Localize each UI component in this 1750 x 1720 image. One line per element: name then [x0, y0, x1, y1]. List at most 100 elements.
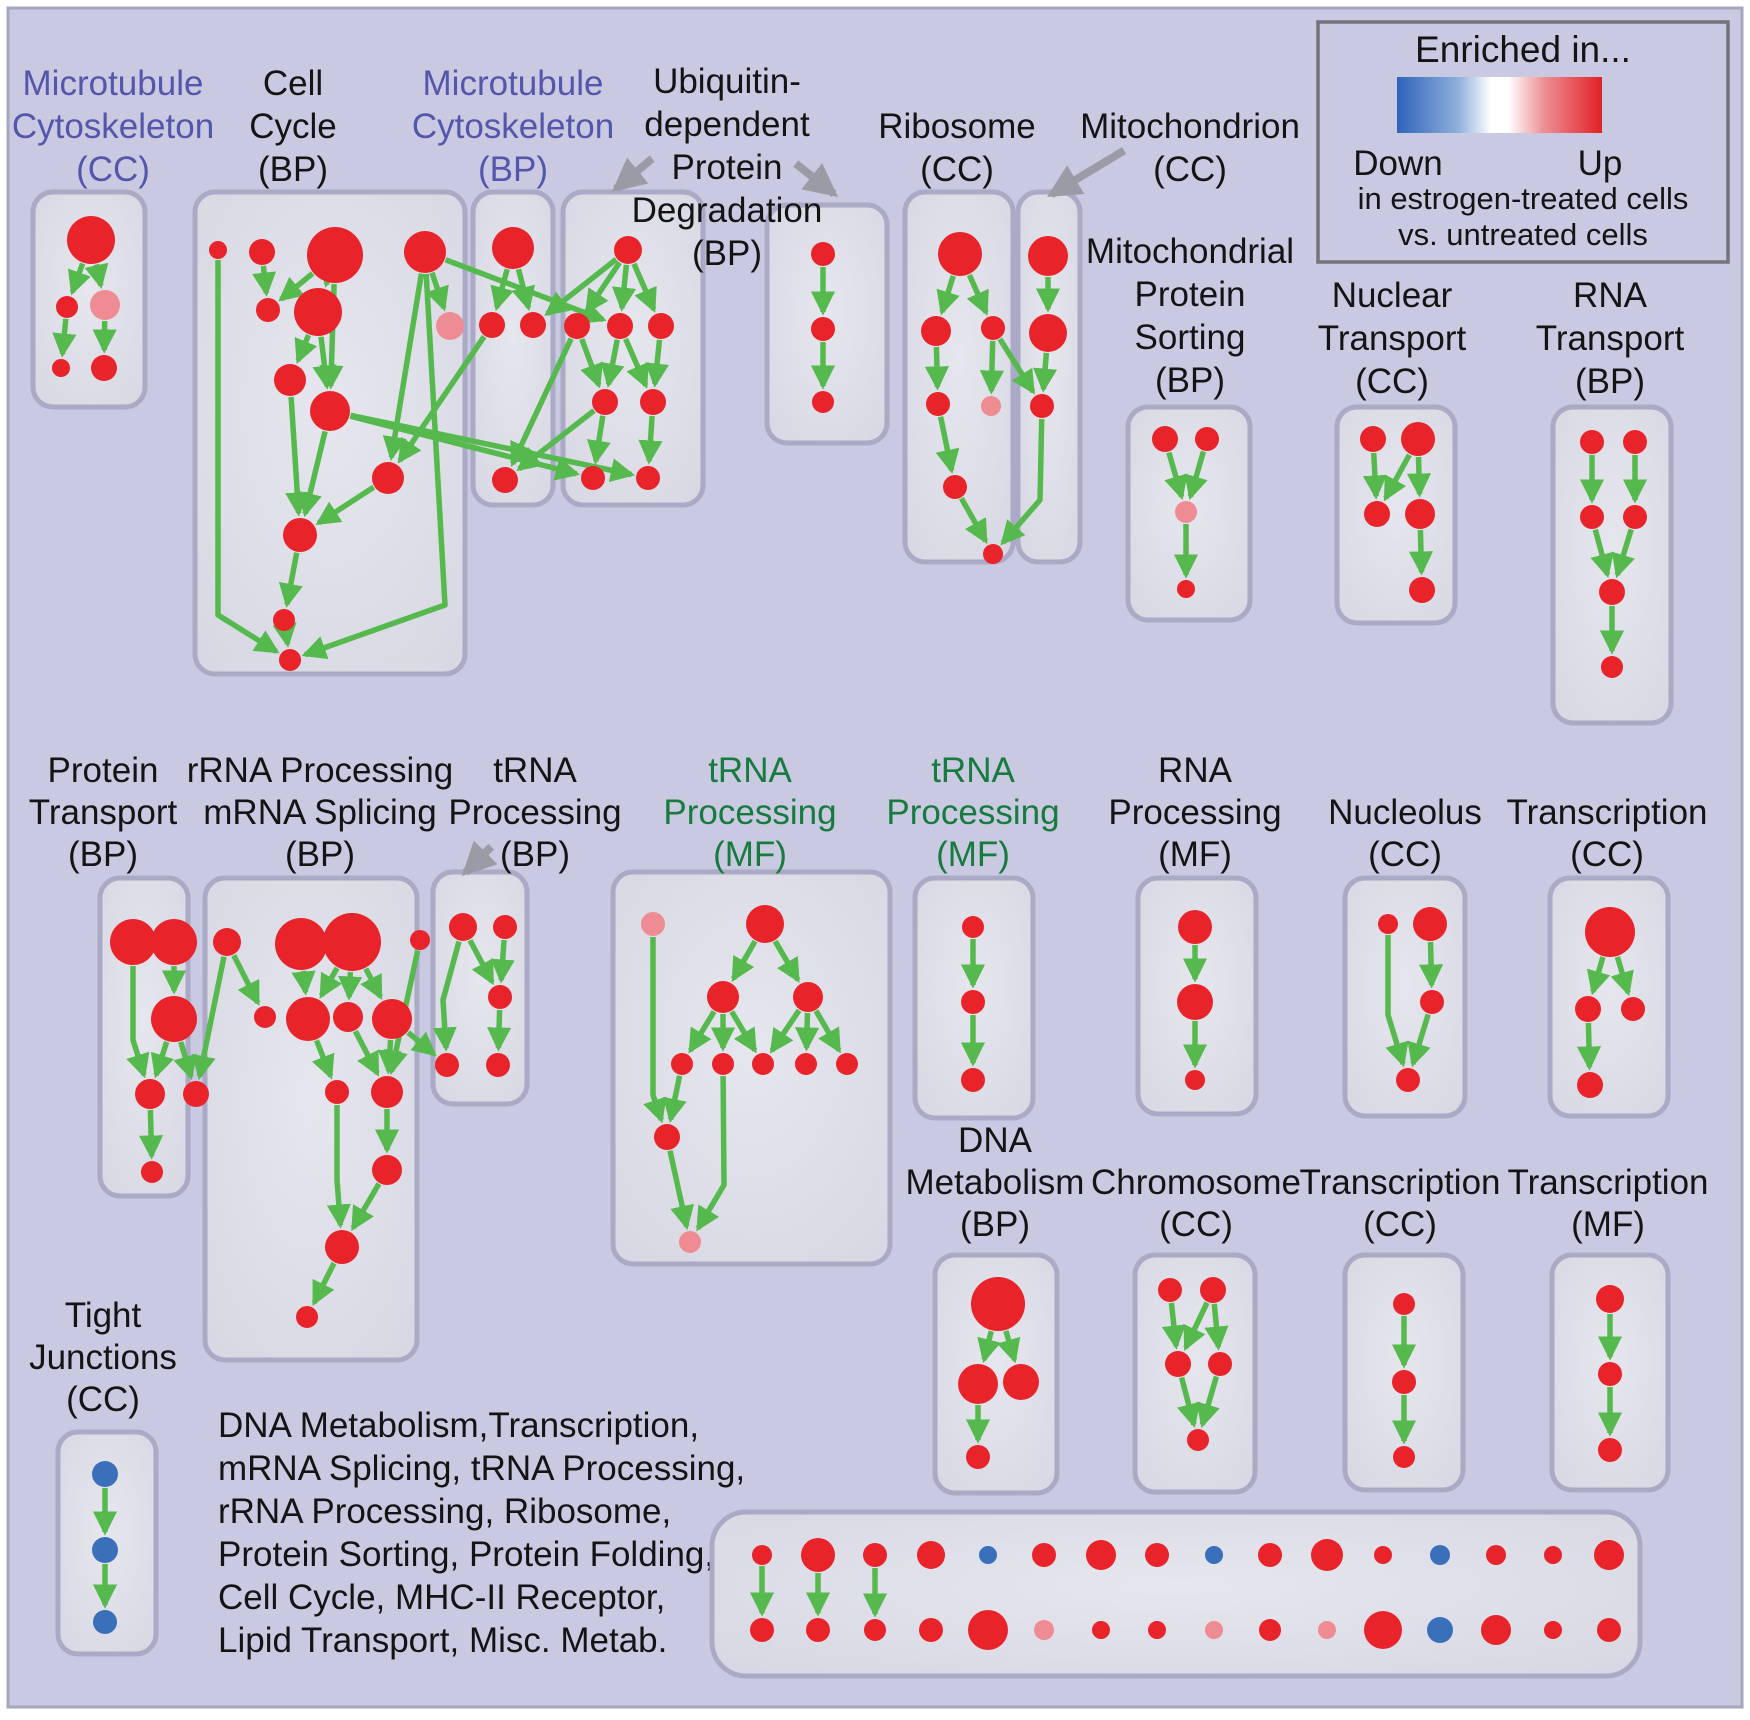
legend-gradient-bar	[1397, 77, 1602, 133]
edge-arrow	[150, 1110, 151, 1156]
go-term-node	[917, 1541, 945, 1569]
cluster-box-nuclear-transport-cc	[1337, 407, 1455, 623]
go-term-node	[1430, 1545, 1450, 1565]
go-term-node	[921, 316, 951, 346]
go-term-node	[1580, 430, 1604, 454]
legend-up-label: Up	[1578, 144, 1623, 183]
go-term-node	[1601, 656, 1623, 678]
go-term-node	[1486, 1545, 1506, 1565]
go-term-node	[1032, 1543, 1056, 1567]
go-term-node	[325, 1230, 359, 1264]
go-term-node	[1028, 236, 1068, 276]
cluster-label-mitochondrion-cc-line1: (CC)	[1153, 150, 1227, 189]
edge-arrow	[388, 1040, 390, 1071]
go-term-node	[1208, 1352, 1232, 1376]
go-term-node	[151, 919, 197, 965]
go-term-node	[1392, 1370, 1416, 1394]
cluster-label-dna-metabolism-bp-line1: Metabolism	[906, 1163, 1085, 1202]
go-term-node	[641, 912, 665, 936]
go-term-node	[712, 1053, 734, 1075]
cluster-label-ribosome-cc-line0: Ribosome	[878, 107, 1036, 146]
misc-clusters-box	[712, 1512, 1640, 1676]
go-term-node	[648, 313, 674, 339]
go-term-node	[1598, 1362, 1622, 1386]
go-term-node	[1401, 422, 1435, 456]
go-term-node	[1544, 1546, 1562, 1564]
edge-arrow	[286, 632, 288, 644]
go-term-node	[752, 1545, 772, 1565]
cluster-label-nuclear-transport-cc-line2: (CC)	[1355, 362, 1429, 401]
go-term-node	[1544, 1621, 1562, 1639]
go-term-node	[801, 1538, 835, 1572]
misc-clusters-text-line1: mRNA Splicing, tRNA Processing,	[218, 1449, 745, 1488]
go-term-node	[67, 216, 115, 264]
cluster-label-trna-processing-mf-large-line1: Processing	[663, 793, 836, 832]
go-term-node	[1393, 1446, 1415, 1468]
cluster-label-nucleolus-cc-line0: Nucleolus	[1328, 793, 1482, 832]
go-term-node	[333, 1002, 363, 1032]
cluster-label-cell-cycle-bp-line2: (BP)	[258, 150, 328, 189]
go-term-node	[1092, 1621, 1110, 1639]
go-term-node	[520, 312, 546, 338]
cluster-label-dna-metabolism-bp-line2: (BP)	[960, 1205, 1030, 1244]
edge-arrow	[263, 266, 266, 293]
go-term-node	[811, 317, 835, 341]
go-term-node	[654, 1124, 680, 1150]
go-term-node	[1258, 1543, 1282, 1567]
cluster-label-cell-cycle-bp-line0: Cell	[263, 64, 323, 103]
cluster-label-rna-processing-mf-line0: RNA	[1158, 751, 1233, 790]
edge-arrow	[1588, 1023, 1589, 1067]
go-term-node	[254, 1006, 276, 1028]
cluster-label-nuclear-transport-cc-line1: Transport	[1318, 319, 1467, 358]
go-term-node	[1003, 1364, 1039, 1400]
cluster-label-nuclear-transport-cc-line0: Nuclear	[1332, 276, 1453, 315]
go-term-node	[1148, 1621, 1166, 1639]
edge-arrow	[1420, 530, 1421, 572]
cluster-label-transcription-cc-row2-line1: (CC)	[1570, 835, 1644, 874]
go-term-node	[943, 475, 967, 499]
cluster-label-mitochondrion-cc-line0: Mitochondrion	[1080, 107, 1300, 146]
cluster-label-ubiquitin-degradation-bp-a-line1: dependent	[644, 105, 810, 144]
go-term-node	[372, 999, 412, 1039]
go-term-node	[1596, 1285, 1624, 1313]
go-term-node	[1205, 1546, 1223, 1564]
go-term-node	[371, 1076, 403, 1108]
go-term-node	[1393, 1293, 1415, 1315]
edge-arrow	[649, 416, 652, 461]
cluster-label-rna-transport-bp-line2: (BP)	[1575, 362, 1645, 401]
edge-arrow	[807, 1013, 808, 1048]
go-term-node	[1623, 505, 1647, 529]
legend-subtitle-1: in estrogen-treated cells	[1358, 181, 1689, 216]
edge-arrow	[936, 347, 937, 387]
cluster-label-trna-processing-mf-large-line0: tRNA	[708, 751, 792, 790]
cluster-label-transcription-mf-line0: Transcription	[1508, 1163, 1709, 1202]
cluster-label-microtubule-cytoskeleton-bp-line1: Cytoskeleton	[412, 107, 614, 146]
go-term-node	[1187, 1429, 1209, 1451]
go-term-node	[640, 389, 666, 415]
go-term-node	[1145, 1543, 1169, 1567]
go-term-node	[981, 396, 1001, 416]
edge-arrow	[349, 972, 350, 997]
go-term-node	[1598, 1438, 1622, 1462]
go-term-node	[1177, 580, 1195, 598]
cluster-label-tight-junctions-cc-line1: Junctions	[29, 1338, 177, 1377]
cluster-label-trna-processing-bp-line0: tRNA	[493, 751, 577, 790]
edge-arrow	[991, 341, 992, 391]
go-term-node	[492, 467, 518, 493]
go-term-node	[1378, 914, 1398, 934]
misc-clusters-text-line3: Protein Sorting, Protein Folding,	[218, 1535, 714, 1574]
go-term-node	[410, 930, 430, 950]
cluster-label-ubiquitin-degradation-bp-a-line2: Protein	[672, 148, 783, 187]
go-term-node	[1374, 1546, 1392, 1564]
go-term-node	[983, 544, 1003, 564]
cluster-label-protein-transport-bp-line0: Protein	[48, 751, 159, 790]
go-term-node	[488, 985, 512, 1009]
cluster-label-microtubule-cytoskeleton-cc-line1: Cytoskeleton	[12, 107, 214, 146]
cluster-label-trna-processing-bp-line1: Processing	[448, 793, 621, 832]
go-term-node	[479, 312, 505, 338]
go-term-node	[836, 1053, 858, 1075]
go-term-node	[435, 1053, 459, 1077]
edge-arrow	[501, 940, 504, 980]
